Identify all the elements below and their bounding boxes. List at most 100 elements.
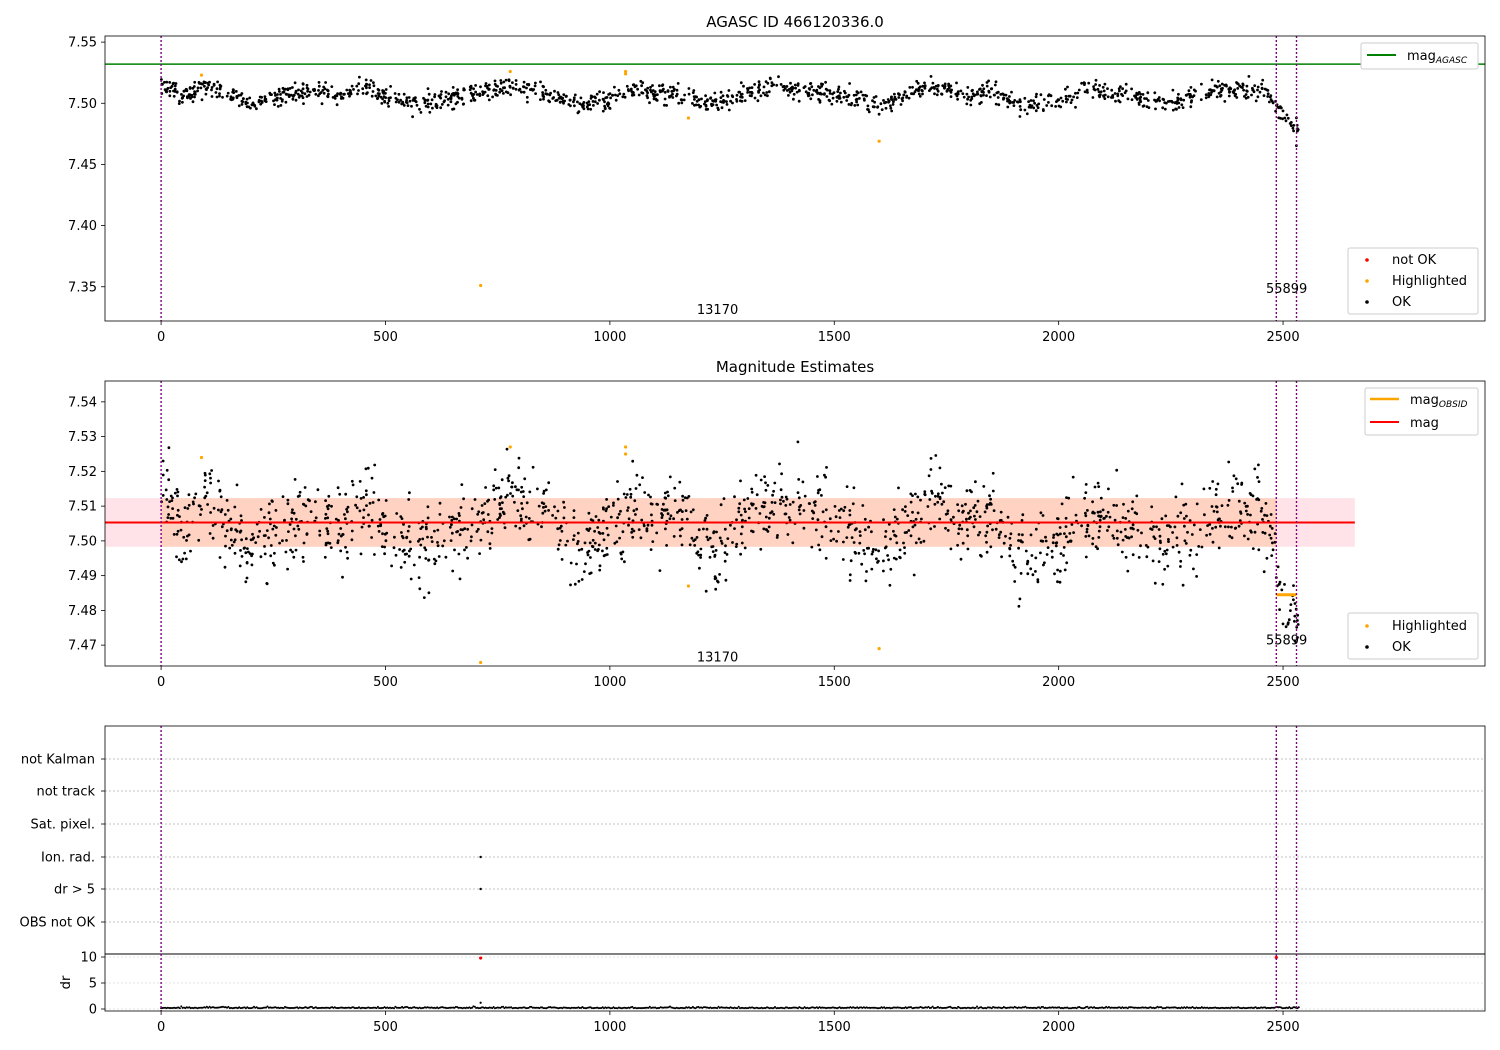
- ok-point: [197, 538, 201, 542]
- ok-point: [841, 558, 845, 561]
- ok-point: [1247, 75, 1251, 78]
- ok-point: [1124, 555, 1128, 559]
- ok-point: [706, 98, 709, 102]
- ok-point: [403, 560, 407, 564]
- ok-point: [422, 96, 425, 100]
- ok-point: [1176, 98, 1180, 102]
- ok-point: [996, 90, 1000, 94]
- ok-point: [916, 511, 920, 515]
- ok-point: [672, 535, 676, 538]
- ok-point: [663, 491, 667, 495]
- ok-point: [291, 86, 294, 89]
- ok-point: [533, 84, 537, 88]
- ok-point: [1006, 99, 1009, 103]
- ok-point: [209, 476, 212, 480]
- ok-point: [1204, 96, 1208, 100]
- ok-point: [1018, 115, 1022, 118]
- ok-point: [1292, 124, 1296, 127]
- ok-point: [169, 494, 173, 498]
- ok-point: [936, 494, 940, 498]
- ok-point: [219, 510, 223, 514]
- ok-point: [1268, 100, 1271, 104]
- ok-point: [1041, 514, 1045, 517]
- ok-point: [865, 570, 868, 573]
- ok-point: [238, 564, 242, 568]
- ok-point: [239, 529, 243, 533]
- ok-point: [1065, 100, 1068, 104]
- ok-point: [1161, 552, 1165, 556]
- ok-point: [1176, 514, 1180, 518]
- ok-point: [1120, 92, 1123, 96]
- ok-point: [488, 547, 492, 550]
- ok-point: [556, 527, 560, 531]
- obsid-label: 55899: [1266, 634, 1307, 649]
- ok-point: [1180, 482, 1184, 486]
- ok-point: [810, 85, 814, 89]
- ok-point: [920, 517, 923, 521]
- ok-point: [370, 476, 374, 480]
- ok-point: [870, 552, 874, 556]
- ok-point: [436, 544, 440, 548]
- ok-point: [216, 80, 220, 84]
- ok-point: [305, 532, 309, 535]
- ok-point: [943, 82, 947, 86]
- ok-point: [858, 530, 862, 533]
- ok-point: [1146, 91, 1150, 95]
- ok-point: [1245, 89, 1248, 93]
- ok-point: [455, 530, 458, 534]
- ok-point: [1008, 101, 1012, 105]
- ok-point: [966, 534, 970, 538]
- ok-point: [165, 88, 169, 91]
- ok-point: [572, 516, 576, 519]
- ok-point: [1167, 524, 1171, 527]
- ok-point: [820, 535, 824, 539]
- ok-point: [240, 519, 243, 522]
- ok-point: [499, 495, 503, 498]
- ok-point: [244, 580, 248, 584]
- ok-point: [210, 469, 214, 472]
- ok-point: [176, 513, 179, 517]
- ok-point: [173, 84, 177, 88]
- ok-point: [201, 82, 204, 86]
- ok-point: [1032, 99, 1035, 103]
- ok-point: [598, 564, 602, 568]
- ok-point: [912, 92, 916, 96]
- ok-point: [824, 525, 828, 529]
- ok-point: [431, 106, 434, 110]
- ok-point: [661, 513, 664, 517]
- ok-point: [1276, 565, 1280, 569]
- ok-point: [1145, 97, 1148, 100]
- ok-point: [181, 100, 184, 104]
- ok-point: [1120, 550, 1124, 554]
- ok-point: [921, 84, 925, 88]
- dr-tick-label: 0: [89, 1003, 97, 1018]
- ok-point: [503, 86, 506, 90]
- ok-point: [1239, 512, 1243, 515]
- ok-point: [306, 87, 310, 91]
- ok-point: [940, 92, 943, 96]
- ok-point: [614, 98, 618, 102]
- ok-point: [630, 93, 634, 97]
- ok-point: [517, 88, 521, 92]
- ok-point: [615, 540, 619, 544]
- ok-point: [824, 475, 827, 479]
- ok-point: [811, 517, 815, 520]
- ok-point: [605, 498, 608, 501]
- ok-point: [372, 81, 375, 84]
- ok-point: [1212, 509, 1216, 513]
- ok-point: [722, 101, 725, 104]
- ok-point: [715, 103, 718, 107]
- ok-point: [1096, 547, 1099, 551]
- ok-point: [223, 513, 227, 516]
- ok-point: [578, 102, 582, 105]
- ok-point: [542, 506, 545, 509]
- ok-point: [318, 529, 322, 533]
- ok-point: [798, 512, 802, 516]
- ok-point: [718, 536, 722, 540]
- ok-point: [971, 88, 974, 92]
- ok-point: [845, 99, 849, 102]
- ok-point: [344, 492, 348, 496]
- ok-point: [589, 556, 592, 559]
- ok-point: [639, 536, 643, 540]
- flag-label: dr > 5: [54, 883, 95, 898]
